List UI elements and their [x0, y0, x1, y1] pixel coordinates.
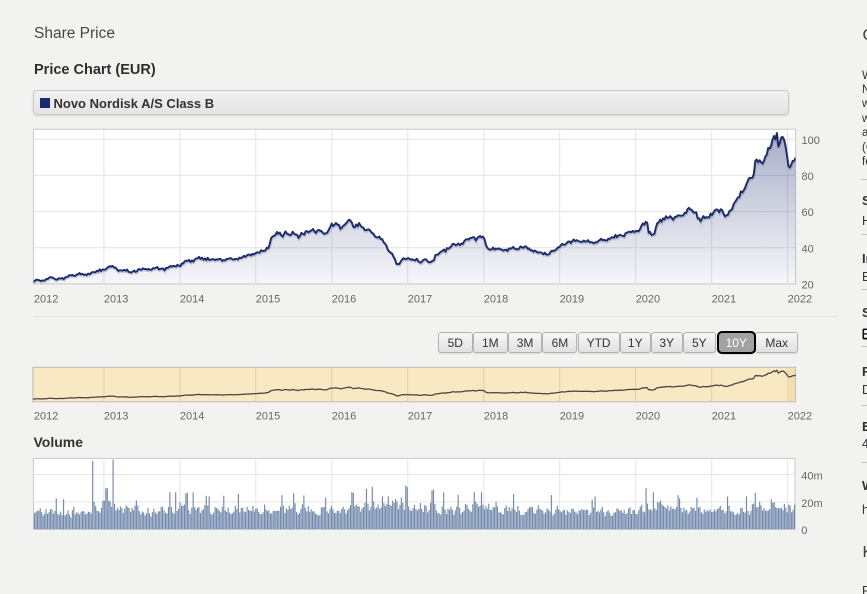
svg-text:20m: 20m — [801, 498, 822, 510]
svg-text:2017: 2017 — [408, 294, 432, 306]
svg-text:2016: 2016 — [332, 294, 356, 306]
svg-text:2018: 2018 — [484, 294, 508, 306]
svg-text:100: 100 — [802, 135, 820, 147]
svg-text:2015: 2015 — [256, 294, 280, 306]
svg-text:2016: 2016 — [332, 411, 356, 423]
svg-text:2020: 2020 — [636, 294, 660, 306]
svg-text:40m: 40m — [801, 470, 822, 482]
svg-text:2019: 2019 — [560, 294, 584, 306]
svg-text:2022: 2022 — [788, 411, 812, 423]
svg-text:2014: 2014 — [180, 411, 204, 423]
svg-text:80: 80 — [802, 171, 814, 183]
svg-text:2019: 2019 — [560, 411, 584, 423]
svg-text:2012: 2012 — [34, 411, 58, 423]
svg-text:2021: 2021 — [712, 411, 736, 423]
svg-text:2013: 2013 — [104, 411, 128, 423]
svg-text:0: 0 — [801, 525, 807, 537]
svg-text:20: 20 — [802, 280, 814, 292]
svg-text:2012: 2012 — [34, 294, 58, 306]
svg-text:2021: 2021 — [712, 294, 736, 306]
svg-text:2015: 2015 — [256, 411, 280, 423]
svg-text:2014: 2014 — [180, 294, 204, 306]
svg-text:40: 40 — [802, 243, 814, 255]
svg-text:60: 60 — [802, 207, 814, 219]
svg-text:2022: 2022 — [788, 294, 812, 306]
svg-text:2020: 2020 — [636, 411, 660, 423]
svg-text:2013: 2013 — [104, 294, 128, 306]
svg-text:2017: 2017 — [408, 411, 432, 423]
svg-text:2018: 2018 — [484, 411, 508, 423]
